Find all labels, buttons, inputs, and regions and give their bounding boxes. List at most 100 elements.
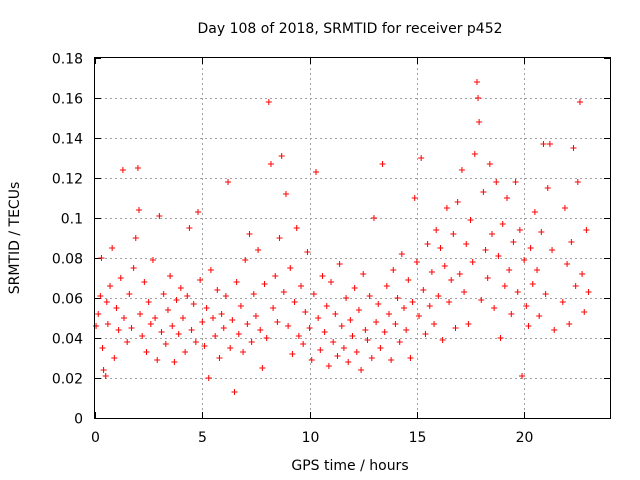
data-point — [164, 307, 171, 313]
data-point — [491, 305, 498, 311]
data-point — [336, 261, 343, 267]
data-point — [210, 315, 217, 321]
data-point — [233, 279, 240, 285]
data-point — [132, 235, 139, 241]
data-point — [484, 275, 491, 281]
data-point — [293, 225, 300, 231]
data-point — [368, 355, 375, 361]
data-point — [298, 283, 304, 289]
data-point — [568, 239, 575, 245]
y-tick-label: 0.18 — [52, 52, 83, 68]
data-point — [188, 327, 195, 333]
data-point — [229, 317, 236, 323]
data-point — [113, 305, 120, 311]
y-tick-label: 0.04 — [52, 332, 83, 348]
data-point — [295, 333, 302, 339]
data-point — [433, 227, 440, 233]
data-point — [334, 353, 341, 359]
data-point — [448, 277, 455, 283]
data-point — [261, 281, 268, 287]
data-point — [534, 267, 541, 273]
data-point — [109, 245, 116, 251]
data-point — [195, 209, 201, 215]
data-point — [171, 359, 178, 365]
data-point — [379, 161, 386, 167]
data-point — [439, 337, 446, 343]
data-point — [244, 321, 251, 327]
data-point — [583, 227, 590, 233]
data-point — [463, 241, 470, 247]
data-point — [139, 333, 146, 339]
data-point — [355, 307, 362, 313]
data-point — [216, 355, 223, 361]
data-point — [549, 247, 556, 253]
data-point — [126, 291, 133, 297]
data-point — [248, 339, 255, 345]
data-point — [274, 319, 281, 325]
data-point — [179, 315, 186, 321]
data-point — [420, 287, 427, 293]
data-point — [102, 373, 109, 379]
data-point — [332, 311, 339, 317]
data-point — [97, 293, 104, 299]
data-point — [199, 319, 206, 325]
data-point — [276, 235, 283, 241]
data-point — [207, 267, 214, 273]
data-point — [476, 119, 483, 125]
data-point — [184, 293, 191, 299]
data-point — [107, 283, 114, 289]
data-point — [403, 327, 410, 333]
data-point — [407, 355, 414, 361]
data-point — [471, 151, 478, 157]
x-tick-label: 10 — [302, 430, 320, 446]
plot-frame — [94, 57, 611, 419]
data-point — [512, 179, 519, 185]
data-point — [338, 323, 345, 329]
data-point — [482, 247, 489, 253]
data-point — [531, 209, 538, 215]
y-tick-label: 0.08 — [52, 252, 83, 268]
data-point — [394, 295, 401, 301]
data-point — [435, 293, 442, 299]
data-point — [205, 375, 212, 381]
data-point — [495, 253, 502, 259]
data-point — [413, 259, 420, 265]
data-point — [540, 141, 547, 147]
data-point — [437, 245, 444, 251]
data-point — [529, 281, 536, 287]
data-point — [411, 195, 418, 201]
data-point — [431, 321, 438, 327]
data-point — [416, 313, 423, 319]
x-tick-label: 0 — [91, 430, 100, 446]
data-point — [225, 179, 232, 185]
data-point — [145, 299, 152, 305]
data-point — [362, 327, 369, 333]
data-point — [465, 321, 472, 327]
data-point — [117, 275, 124, 281]
data-point — [388, 357, 395, 363]
data-point — [214, 287, 221, 293]
data-point — [119, 167, 126, 173]
data-point — [300, 341, 307, 347]
data-point — [242, 257, 249, 263]
grid — [95, 58, 610, 418]
data-point — [220, 325, 227, 331]
data-point — [536, 313, 543, 319]
data-point — [280, 289, 287, 295]
data-point — [390, 267, 397, 273]
data-point — [319, 273, 326, 279]
data-point — [95, 311, 102, 317]
data-point — [473, 79, 480, 85]
x-tick-label: 5 — [198, 430, 207, 446]
data-point — [581, 309, 588, 315]
data-point — [461, 289, 468, 295]
data-point — [418, 155, 425, 161]
y-tick-label: 0.1 — [61, 212, 83, 228]
data-point — [523, 303, 530, 309]
data-point — [538, 229, 545, 235]
data-point — [192, 339, 199, 345]
data-point — [458, 167, 465, 173]
data-point — [99, 345, 106, 351]
data-point — [475, 95, 482, 101]
data-point — [257, 327, 264, 333]
